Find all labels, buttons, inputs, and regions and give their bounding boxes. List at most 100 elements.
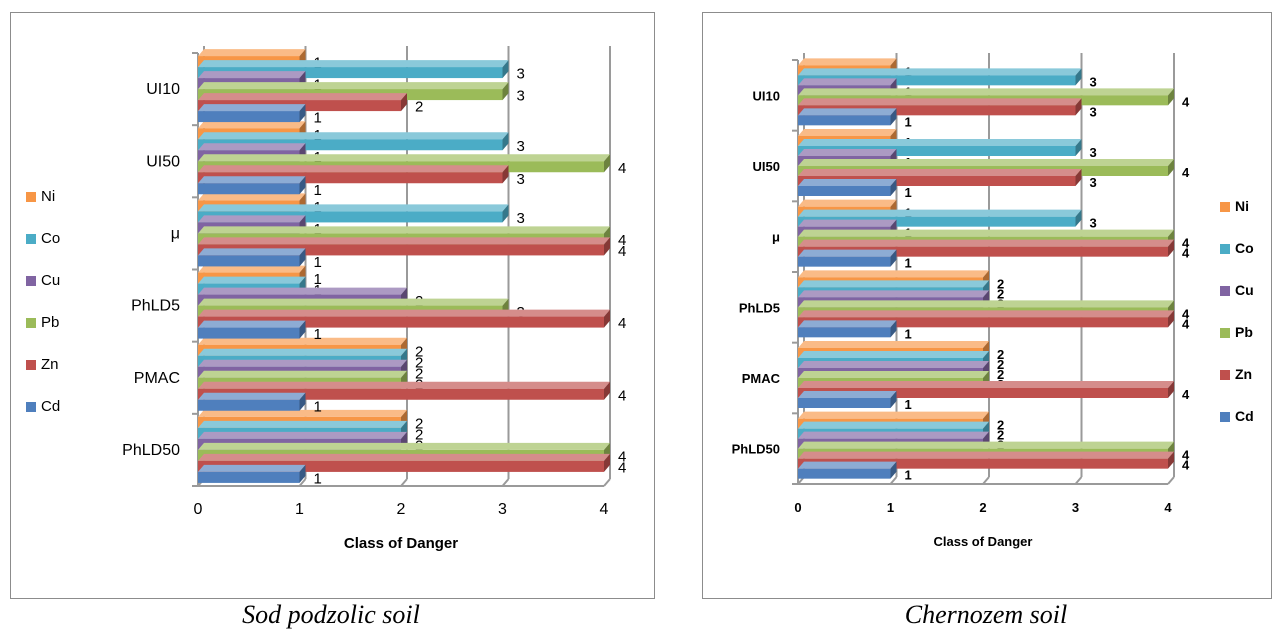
x-tick-label: 1 [295, 501, 304, 518]
data-label: 1 [314, 271, 322, 288]
data-label: 1 [314, 326, 322, 343]
data-label: 4 [618, 387, 626, 404]
legend-label: Ni [41, 188, 56, 205]
legend-label: Cd [41, 398, 61, 415]
chart-panel-sod-podzolic: PhLD50 PMAC PhLD5 μ UI50 UI10 0 1 2 3 4 Class of Da… [10, 12, 655, 599]
data-label: 4 [1182, 236, 1190, 251]
legend-label: Cu [1235, 282, 1254, 298]
data-label: 4 [1182, 458, 1190, 473]
data-label: 4 [1182, 387, 1190, 402]
gridline-floor [400, 478, 408, 487]
category-label: PhLD5 [131, 298, 180, 315]
legend-label: Co [41, 230, 61, 247]
legend-label: Pb [1235, 324, 1253, 340]
data-label: 2 [415, 354, 423, 371]
legend-swatch [1220, 244, 1230, 254]
data-label: 4 [618, 448, 626, 465]
bar-cd-phld50 [798, 461, 897, 479]
category-label: PhLD50 [732, 442, 780, 457]
data-label: 4 [1182, 165, 1190, 180]
data-label: 3 [517, 171, 525, 188]
data-label: 2 [997, 367, 1004, 382]
x-tick-label: 0 [794, 500, 801, 515]
caption-sod-podzolic: Sod podzolic soil [242, 600, 420, 629]
x-tick-label: 4 [1164, 500, 1172, 515]
data-label: 4 [618, 160, 626, 177]
legend-swatch [26, 402, 36, 412]
legend-swatch [26, 276, 36, 286]
data-label: 1 [905, 114, 912, 129]
legend-swatch [26, 318, 36, 328]
legend-swatch [1220, 286, 1230, 296]
category-label: UI10 [146, 81, 180, 98]
data-label: 2 [997, 276, 1004, 291]
x-tick-label: 4 [600, 501, 609, 518]
caption-chernozem: Chernozem soil [904, 600, 1068, 629]
category-label: UI50 [753, 159, 780, 174]
legend-swatch [1220, 328, 1230, 338]
gridline-floor [982, 476, 990, 485]
bar-co-ui10 [798, 68, 1082, 86]
data-label: 2 [415, 99, 423, 116]
x-tick-label: 3 [498, 501, 507, 518]
bar-zn-phld50 [798, 451, 1174, 469]
data-label: 3 [1090, 145, 1097, 160]
bar-co-ui50 [798, 139, 1082, 156]
bar-co-ui50 [198, 132, 509, 151]
legend-swatch [26, 234, 36, 244]
bar-cd-phld5 [198, 320, 306, 339]
data-label: 3 [1090, 104, 1097, 119]
bar-zn-phld50 [198, 453, 610, 472]
bar-chart-chernozem: PhLD50 PMAC PhLD5 μ UI50 UI10 0 1 2 3 4 Class of Da… [732, 53, 1190, 549]
data-label: 4 [1182, 316, 1190, 331]
gridline-floor [1167, 476, 1175, 485]
legend-item-zn: Zn [1220, 366, 1252, 384]
data-label: 4 [618, 315, 626, 332]
data-label: 2 [997, 347, 1004, 362]
legend-swatch [26, 360, 36, 370]
legend-item-pb: Pb [26, 314, 59, 332]
category-label: μ [171, 225, 180, 242]
bar-co-μ [798, 209, 1082, 227]
data-label: 1 [905, 468, 912, 483]
category-label: PMAC [134, 370, 180, 387]
data-label: 1 [314, 110, 322, 127]
bar-zn-ui50 [198, 165, 509, 184]
data-label: 1 [905, 326, 912, 341]
x-axis-title: Class of Danger [344, 535, 458, 552]
category-label: PMAC [742, 371, 781, 386]
bar-zn-ui10 [798, 98, 1082, 116]
legend-item-cu: Cu [1220, 282, 1254, 300]
data-label: 3 [517, 66, 525, 83]
bar-cd-pmac [198, 392, 306, 411]
legend-swatch [1220, 202, 1230, 212]
bar-cd-μ [198, 248, 306, 267]
data-label: 1 [314, 254, 322, 271]
bar-cd-phld50 [198, 464, 306, 483]
bar-zn-μ [198, 237, 610, 256]
legend-label: Cd [1235, 408, 1254, 424]
category-label: PhLD50 [122, 442, 180, 459]
bar-zn-pmac [798, 381, 1174, 398]
bar-zn-pmac [198, 381, 610, 400]
data-label: 4 [618, 459, 626, 476]
bar-co-μ [198, 204, 509, 223]
data-label: 4 [618, 243, 626, 260]
data-label: 3 [1090, 175, 1097, 190]
legend-item-cd: Cd [1220, 408, 1254, 426]
bar-chart-sod-podzolic: PhLD50 PMAC PhLD5 μ UI50 UI10 0 1 2 3 4 Class of Da… [122, 46, 626, 552]
legend-swatch [26, 192, 36, 202]
bar-cd-phld5 [798, 320, 897, 338]
data-label: 2 [997, 428, 1004, 443]
bar-cd-μ [798, 249, 897, 267]
bar-cd-ui10 [798, 108, 897, 126]
category-label: UI10 [753, 88, 780, 103]
legend-item-cd: Cd [26, 398, 60, 416]
data-label: 1 [314, 398, 322, 415]
data-label: 2 [415, 343, 423, 360]
legend-item-ni: Ni [26, 188, 55, 206]
legend-item-co: Co [26, 230, 60, 248]
category-label: UI50 [146, 153, 180, 170]
data-label: 3 [517, 138, 525, 155]
data-label: 4 [618, 232, 626, 249]
